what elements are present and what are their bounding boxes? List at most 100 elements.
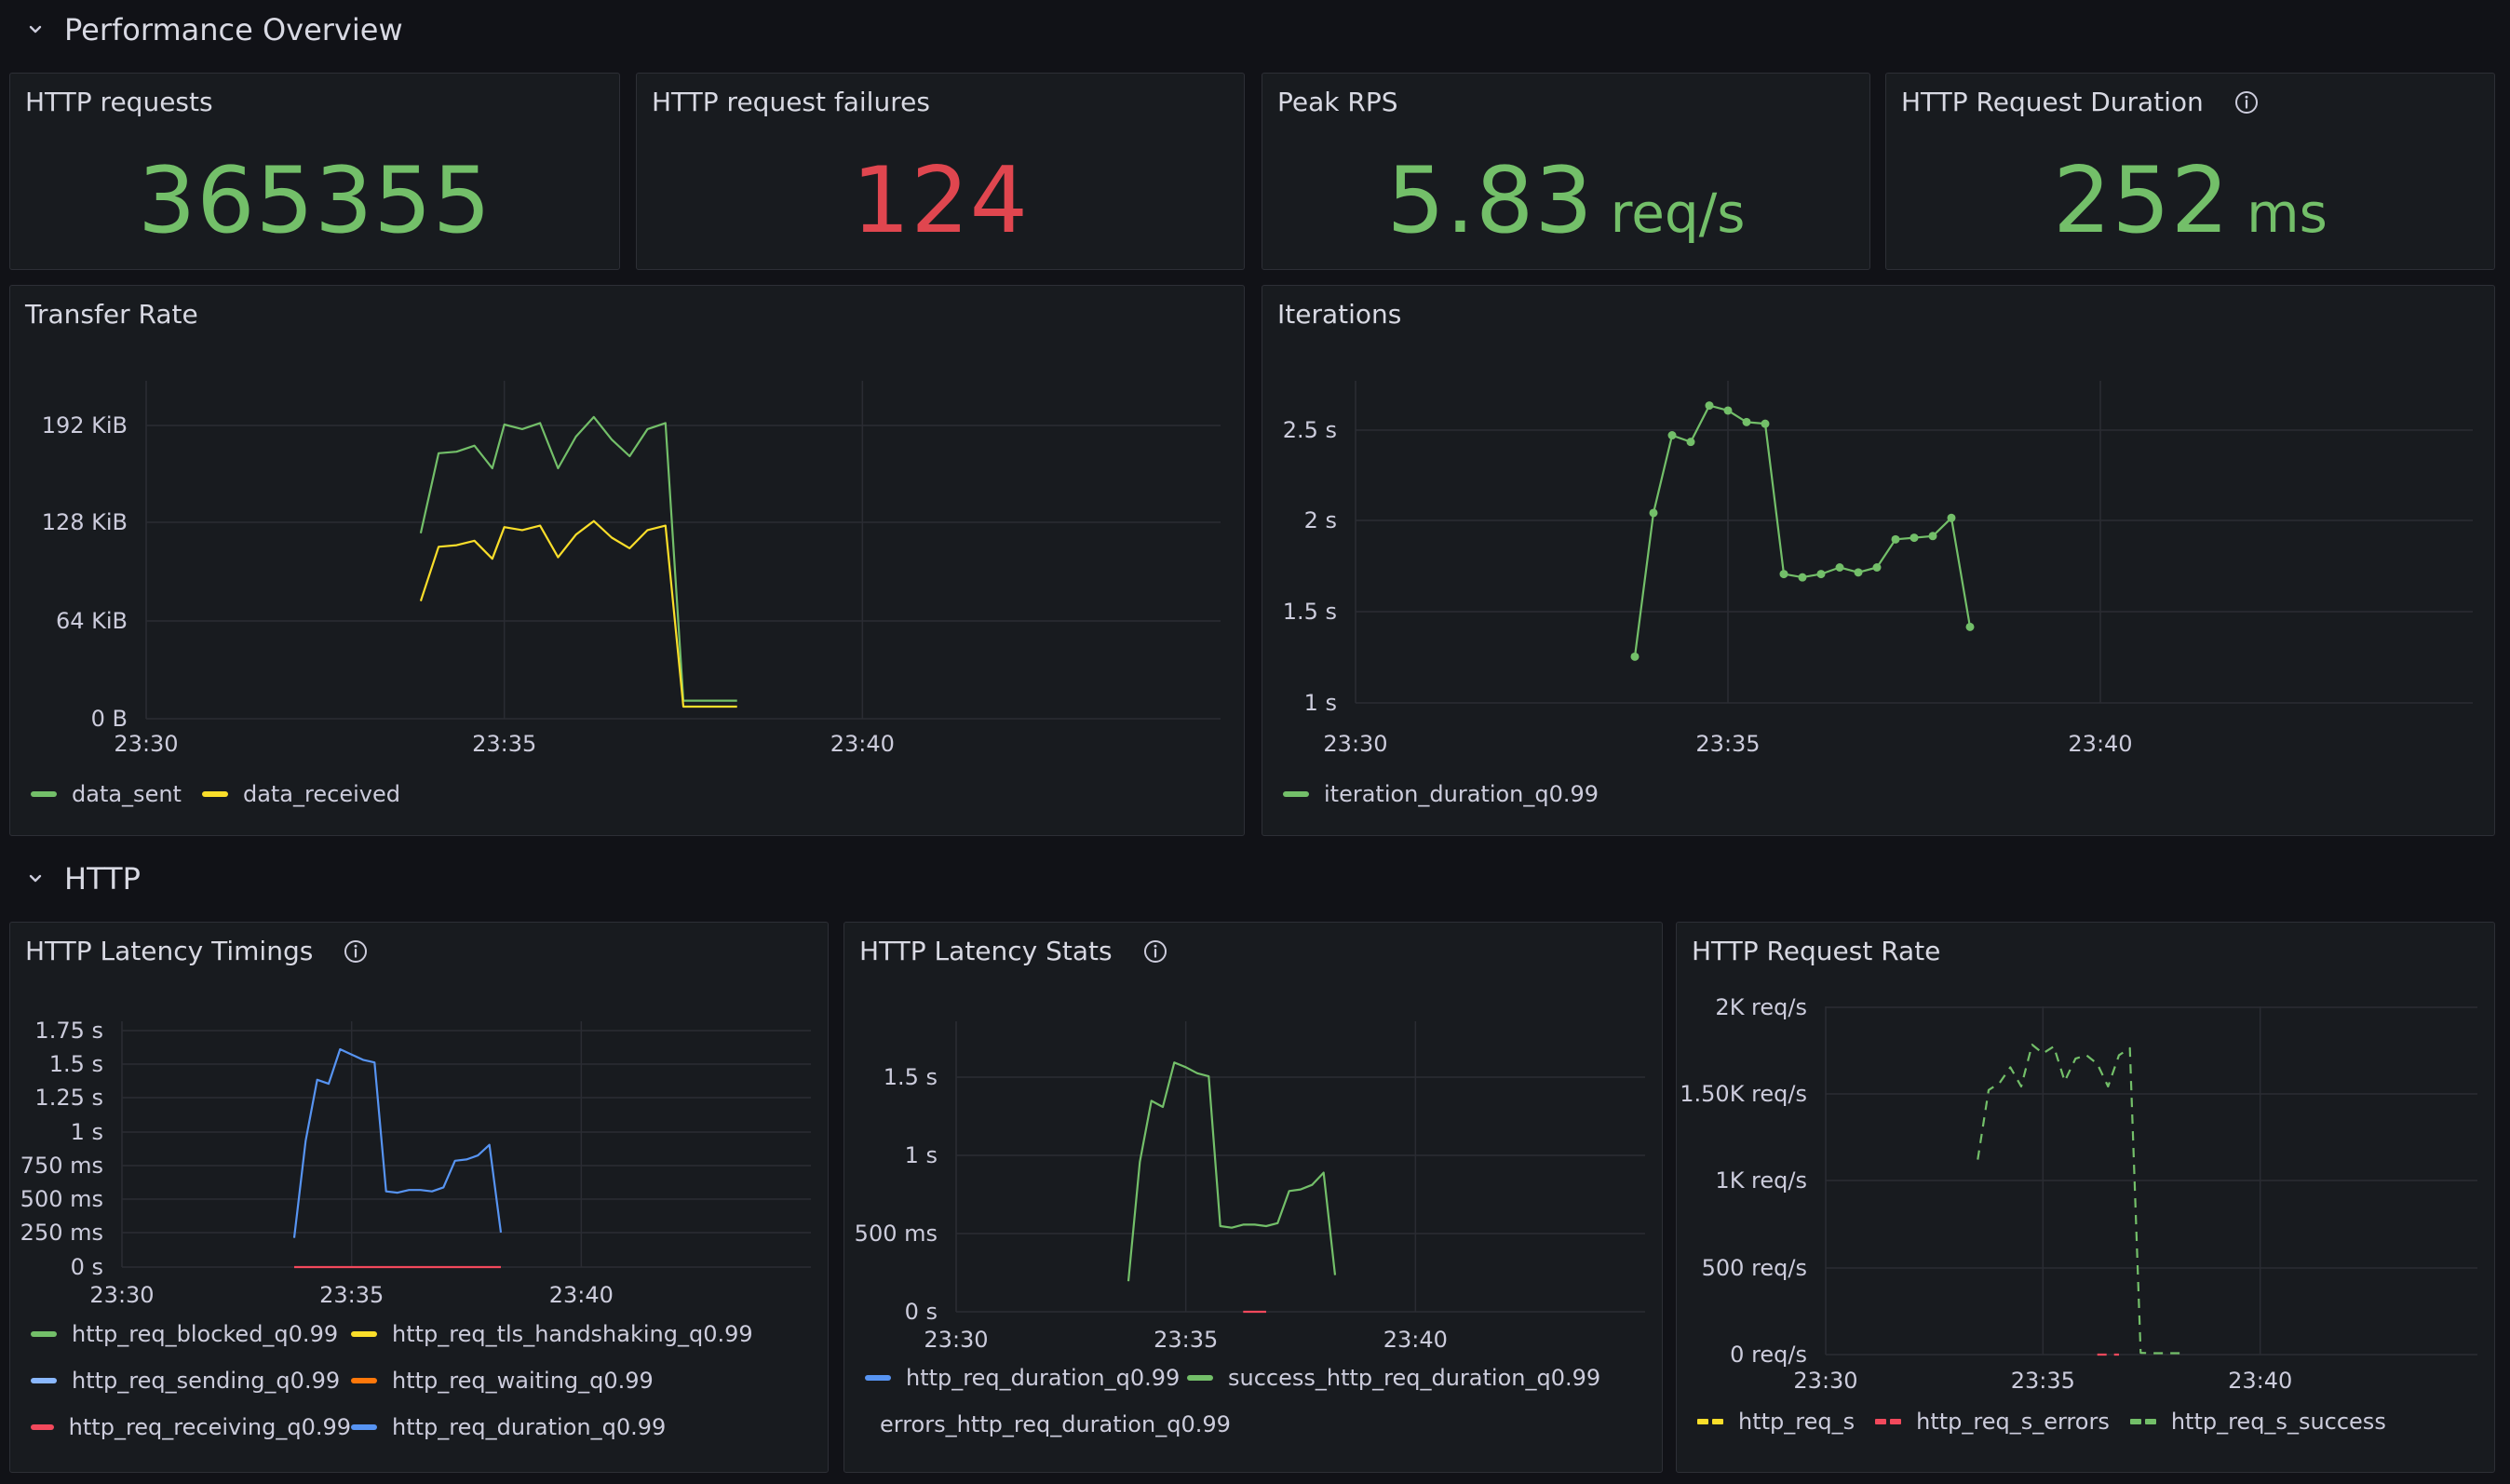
legend-swatch (351, 1424, 377, 1430)
data-point[interactable] (1835, 563, 1844, 573)
y-tick-label: 192 KiB (42, 412, 128, 438)
data-point[interactable] (1816, 570, 1826, 579)
series-line-data_sent[interactable] (419, 415, 737, 702)
series-line-http_req_s_success[interactable] (1977, 1044, 2184, 1355)
series-line-http_req_duration_q0.99[interactable] (292, 1047, 503, 1238)
legend-swatch (1187, 1375, 1213, 1381)
stat-panel-http-request-duration[interactable]: HTTP Request Duration 252 ms (1885, 73, 2495, 270)
info-icon[interactable] (2233, 89, 2260, 115)
y-tick-label: 1K req/s (1715, 1167, 1807, 1194)
chevron-down-icon[interactable] (26, 870, 45, 888)
data-point[interactable] (1928, 532, 1937, 541)
stat-panel-http-request-failures[interactable]: HTTP request failures 124 (636, 73, 1245, 270)
legend-label: errors_http_req_duration_q0.99 (880, 1411, 1231, 1437)
x-tick-label: 23:30 (924, 1327, 988, 1353)
x-tick-label: 23:35 (2011, 1368, 2075, 1394)
chart-legend: http_req_s http_req_s_errors http_req_s_su… (1697, 1409, 2407, 1435)
data-point[interactable] (1779, 570, 1788, 579)
y-tick-label: 0 s (905, 1299, 938, 1325)
legend-item[interactable]: data_sent (31, 781, 182, 807)
data-point[interactable] (1854, 568, 1863, 577)
stat-value: 365355 (137, 148, 493, 254)
transfer-rate-chart[interactable]: 0 B 64 KiB 128 KiB 192 KiB 23:30 23:35 23:40 (10, 286, 1245, 836)
legend-label: http_req_duration_q0.99 (392, 1414, 667, 1440)
x-tick-label: 23:35 (319, 1282, 384, 1308)
legend-item[interactable]: iteration_duration_q0.99 (1283, 781, 1599, 807)
data-point[interactable] (1742, 417, 1751, 426)
x-tick-label: 23:30 (1793, 1368, 1857, 1394)
data-point[interactable] (1686, 438, 1695, 447)
y-tick-label: 750 ms (20, 1153, 103, 1179)
panel-title: HTTP Request Rate (1692, 936, 1941, 966)
data-point[interactable] (1761, 419, 1770, 428)
legend-item[interactable]: http_req_receiving_q0.99 (31, 1414, 351, 1440)
data-point[interactable] (1872, 563, 1882, 573)
stat-unit: req/s (1610, 182, 1746, 245)
legend-item[interactable]: success_http_req_duration_q0.99 (1187, 1365, 1625, 1391)
row-header-http[interactable]: HTTP (0, 849, 2510, 909)
legend-item[interactable]: http_req_s_errors (1875, 1409, 2110, 1435)
data-point[interactable] (1798, 573, 1807, 582)
y-tick-label: 1 s (71, 1119, 103, 1145)
legend-label: http_req_duration_q0.99 (906, 1365, 1181, 1391)
legend-item[interactable]: http_req_sending_q0.99 (31, 1368, 351, 1394)
legend-item[interactable]: http_req_duration_q0.99 (351, 1414, 789, 1440)
legend-label: http_req_waiting_q0.99 (392, 1368, 654, 1394)
legend-label: http_req_s (1738, 1409, 1856, 1435)
stat-value: 5.83 (1386, 148, 1594, 254)
panel-http-latency-stats[interactable]: HTTP Latency Stats 0 s 500 ms 1 s 1.5 s 23:3… (843, 922, 1663, 1473)
legend-swatch (1283, 791, 1309, 797)
chart-legend: data_sent data_received (31, 781, 421, 807)
data-point[interactable] (1705, 401, 1714, 411)
info-icon[interactable] (1142, 938, 1168, 965)
stat-panel-peak-rps[interactable]: Peak RPS 5.83 req/s (1262, 73, 1870, 270)
y-tick-label: 500 ms (855, 1221, 938, 1247)
chevron-down-icon[interactable] (26, 20, 45, 39)
series-line-iteration_duration_q0.99[interactable] (1633, 404, 1972, 657)
legend-item[interactable]: http_req_duration_q0.99 (865, 1365, 1187, 1391)
panel-http-request-rate[interactable]: HTTP Request Rate 0 req/s 500 req/s 1K req… (1676, 922, 2495, 1473)
data-point[interactable] (1649, 508, 1658, 518)
data-point[interactable] (1965, 622, 1975, 631)
y-tick-label: 1 s (905, 1142, 938, 1168)
y-tick-label: 0 req/s (1730, 1342, 1807, 1368)
legend-item[interactable]: http_req_waiting_q0.99 (351, 1368, 789, 1394)
y-tick-label: 2.5 s (1283, 417, 1337, 443)
legend-item[interactable]: http_req_tls_handshaking_q0.99 (351, 1321, 789, 1347)
stat-panel-http-requests[interactable]: HTTP requests 365355 (9, 73, 620, 270)
legend-item[interactable]: http_req_s_success (2129, 1409, 2386, 1435)
x-tick-label: 23:40 (2228, 1368, 2292, 1394)
panel-http-latency-timings[interactable]: HTTP Latency Timings 0 s 250 ms 500 ms 750 … (9, 922, 829, 1473)
legend-label: http_req_s_success (2170, 1409, 2386, 1435)
legend-item[interactable]: http_req_s (1697, 1409, 1855, 1435)
x-tick-label: 23:40 (2068, 731, 2132, 757)
legend-swatch (2129, 1419, 2156, 1424)
series-line-data_received[interactable] (419, 519, 737, 708)
row-header-performance[interactable]: Performance Overview (0, 0, 2510, 60)
chart-legend: http_req_blocked_q0.99 http_req_tls_hands… (31, 1321, 828, 1440)
panel-transfer-rate[interactable]: Transfer Rate 0 B 64 KiB 128 KiB 192 KiB 23:… (9, 285, 1245, 836)
data-point[interactable] (1723, 406, 1733, 415)
data-point[interactable] (1891, 534, 1900, 544)
y-tick-label: 1.5 s (49, 1051, 103, 1077)
panel-title: HTTP requests (25, 87, 213, 117)
legend-swatch (865, 1375, 891, 1381)
http-request-rate-chart[interactable]: 0 req/s 500 req/s 1K req/s 1.50K req/s 2K re… (1677, 923, 2495, 1473)
iterations-chart[interactable]: 1 s 1.5 s 2 s 2.5 s 23:30 23:35 23:40 (1262, 286, 2495, 836)
http-latency-timings-chart[interactable]: 0 s 250 ms 500 ms 750 ms 1 s 1.25 s 1.5 s 1.75 … (10, 923, 829, 1473)
panel-iterations[interactable]: Iterations 1 s 1.5 s 2 s 2.5 s 23:30 23:35 23:… (1262, 285, 2495, 836)
data-point[interactable] (1947, 513, 1956, 522)
legend-item[interactable]: http_req_blocked_q0.99 (31, 1321, 351, 1347)
series-line-success_http_req_duration_q0.99[interactable] (1127, 1061, 1337, 1282)
legend-label: http_req_blocked_q0.99 (72, 1321, 339, 1347)
panel-title: HTTP Latency Stats (859, 936, 1113, 966)
legend-label: data_received (242, 781, 400, 807)
data-point[interactable] (1909, 533, 1919, 543)
info-icon[interactable] (343, 938, 369, 965)
data-point[interactable] (1630, 652, 1640, 661)
chart-legend: http_req_duration_q0.99 success_http_req_… (865, 1365, 1662, 1437)
legend-item[interactable]: errors_http_req_duration_q0.99 (865, 1411, 1231, 1437)
legend-item[interactable]: data_received (201, 781, 400, 807)
data-point[interactable] (1667, 431, 1677, 440)
http-latency-stats-chart[interactable]: 0 s 500 ms 1 s 1.5 s 23:30 23:35 23:40 (844, 923, 1663, 1473)
